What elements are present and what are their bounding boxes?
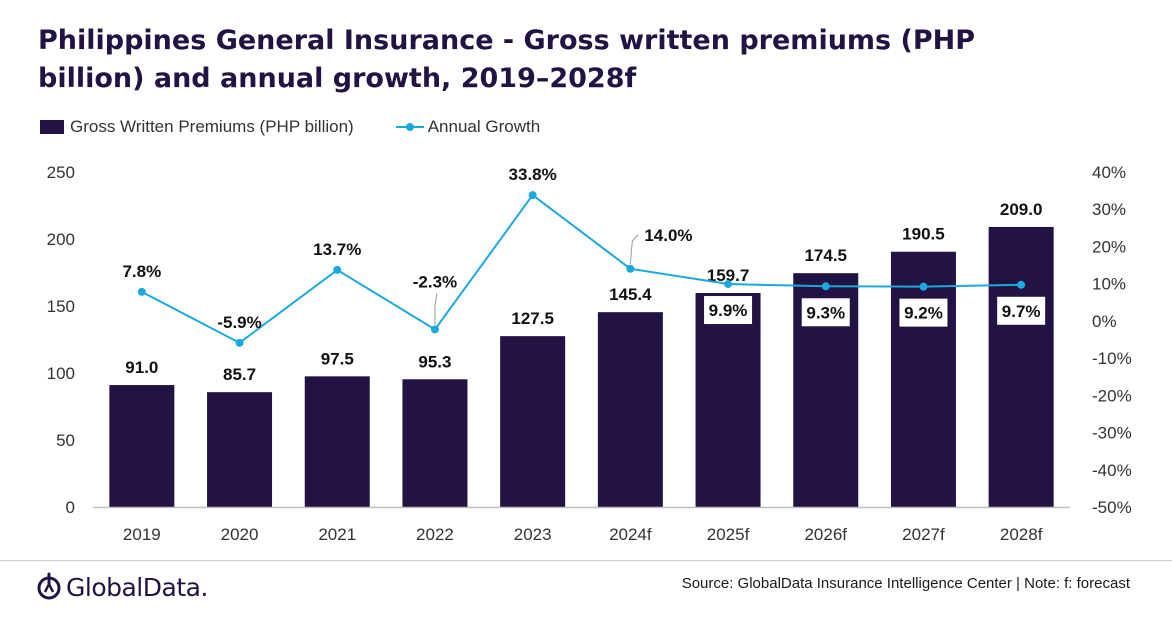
bar-value-label: 190.5 bbox=[902, 225, 945, 244]
legend-label-growth: Annual Growth bbox=[427, 117, 541, 136]
growth-value-label: 9.9% bbox=[709, 301, 748, 320]
chart-title: Philippines General Insurance - Gross wr… bbox=[38, 25, 976, 94]
x-tick-label: 2027f bbox=[902, 525, 945, 544]
bar-value-label: 145.4 bbox=[609, 285, 652, 304]
growth-line bbox=[141, 193, 1022, 345]
bar-value-label: 97.5 bbox=[321, 349, 354, 368]
bar-value-label: 91.0 bbox=[125, 358, 158, 377]
growth-point bbox=[137, 287, 146, 296]
x-tick-label: 2024f bbox=[609, 525, 652, 544]
growth-value-label: 13.7% bbox=[313, 240, 361, 259]
growth-point bbox=[235, 338, 244, 347]
bar bbox=[109, 385, 175, 507]
y-left-tick-label: 200 bbox=[47, 230, 75, 249]
y-right-tick-label: -50% bbox=[1092, 498, 1132, 517]
premiums-growth-chart: 0 50 100 150 200 250 -50% -40% -30% -20% -10% 0% 10%… bbox=[47, 163, 1132, 544]
bar-value-label: 95.3 bbox=[418, 352, 451, 371]
footer-divider bbox=[0, 560, 1172, 561]
growth-label-box bbox=[997, 296, 1046, 325]
legend-swatch-growth bbox=[395, 120, 424, 134]
y-right-tick-label: 0% bbox=[1092, 312, 1117, 331]
bar bbox=[402, 379, 468, 507]
y-left-tick-label: 50 bbox=[56, 431, 75, 450]
growth-label-box bbox=[704, 296, 753, 325]
y-right-tick-label: -20% bbox=[1092, 386, 1132, 405]
growth-point bbox=[1017, 280, 1026, 289]
growth-point bbox=[724, 280, 733, 289]
bar-value-label: 127.5 bbox=[511, 309, 554, 328]
growth-point bbox=[626, 264, 635, 273]
growth-value-label: 9.7% bbox=[1002, 302, 1041, 321]
bar bbox=[695, 293, 761, 507]
growth-value-label: 9.3% bbox=[806, 303, 845, 322]
growth-value-label: 7.8% bbox=[122, 262, 161, 281]
label-leader-line bbox=[434, 293, 438, 325]
x-tick-label: 2026f bbox=[804, 525, 847, 544]
x-tick-label: 2021 bbox=[318, 525, 356, 544]
growth-value-label: 14.0% bbox=[644, 226, 692, 245]
growth-point bbox=[919, 282, 928, 291]
bar-value-label: 209.0 bbox=[1000, 200, 1043, 219]
brand-name: GlobalData. bbox=[66, 572, 208, 602]
growth-label-box bbox=[899, 298, 948, 327]
y-right-tick-label: 20% bbox=[1092, 237, 1126, 256]
x-tick-label: 2022 bbox=[416, 525, 454, 544]
growth-point bbox=[821, 282, 830, 291]
legend-label-premiums: Gross Written Premiums (PHP billion) bbox=[70, 117, 354, 136]
x-tick-label: 2020 bbox=[221, 525, 259, 544]
x-tick-label: 2023 bbox=[514, 525, 552, 544]
bar-value-label: 174.5 bbox=[804, 246, 847, 265]
growth-point bbox=[430, 325, 439, 334]
source-note: Source: GlobalData Insurance Intelligenc… bbox=[681, 575, 1130, 592]
y-right-tick-label: 40% bbox=[1092, 163, 1126, 182]
growth-point bbox=[528, 191, 537, 200]
y-right-tick-label: -10% bbox=[1092, 349, 1132, 368]
y-left-tick-label: 100 bbox=[47, 364, 75, 383]
bar bbox=[500, 336, 566, 507]
x-tick-label: 2025f bbox=[707, 525, 750, 544]
x-tick-label: 2028f bbox=[1000, 525, 1043, 544]
bar bbox=[890, 251, 956, 507]
y-left-tick-label: 0 bbox=[66, 498, 75, 517]
legend-swatch-premiums bbox=[40, 120, 64, 134]
bar bbox=[304, 376, 370, 507]
bar bbox=[597, 312, 663, 507]
globaldata-logo-icon bbox=[37, 572, 61, 600]
y-right-tick-label: -30% bbox=[1092, 424, 1132, 443]
growth-value-label: -5.9% bbox=[217, 313, 261, 332]
label-leader-line bbox=[629, 234, 639, 264]
y-right-tick-label: 30% bbox=[1092, 200, 1126, 219]
growth-value-label: -2.3% bbox=[413, 272, 457, 291]
bar-value-label: 159.7 bbox=[707, 266, 750, 285]
y-left-tick-label: 250 bbox=[47, 163, 75, 182]
growth-label-box bbox=[801, 298, 850, 327]
y-right-tick-label: 10% bbox=[1092, 275, 1126, 294]
y-right-tick-label: -40% bbox=[1092, 461, 1132, 480]
bar bbox=[988, 226, 1054, 507]
bar-value-label: 85.7 bbox=[223, 365, 256, 384]
growth-value-label: 9.2% bbox=[904, 304, 943, 323]
legend: Gross Written Premiums (PHP billion) Ann… bbox=[40, 116, 540, 138]
x-tick-label: 2019 bbox=[123, 525, 161, 544]
bar bbox=[207, 392, 273, 507]
growth-value-label: 33.8% bbox=[509, 165, 557, 184]
growth-point bbox=[333, 265, 342, 274]
y-left-tick-label: 150 bbox=[47, 297, 75, 316]
globaldata-logo: GlobalData. bbox=[36, 572, 208, 602]
